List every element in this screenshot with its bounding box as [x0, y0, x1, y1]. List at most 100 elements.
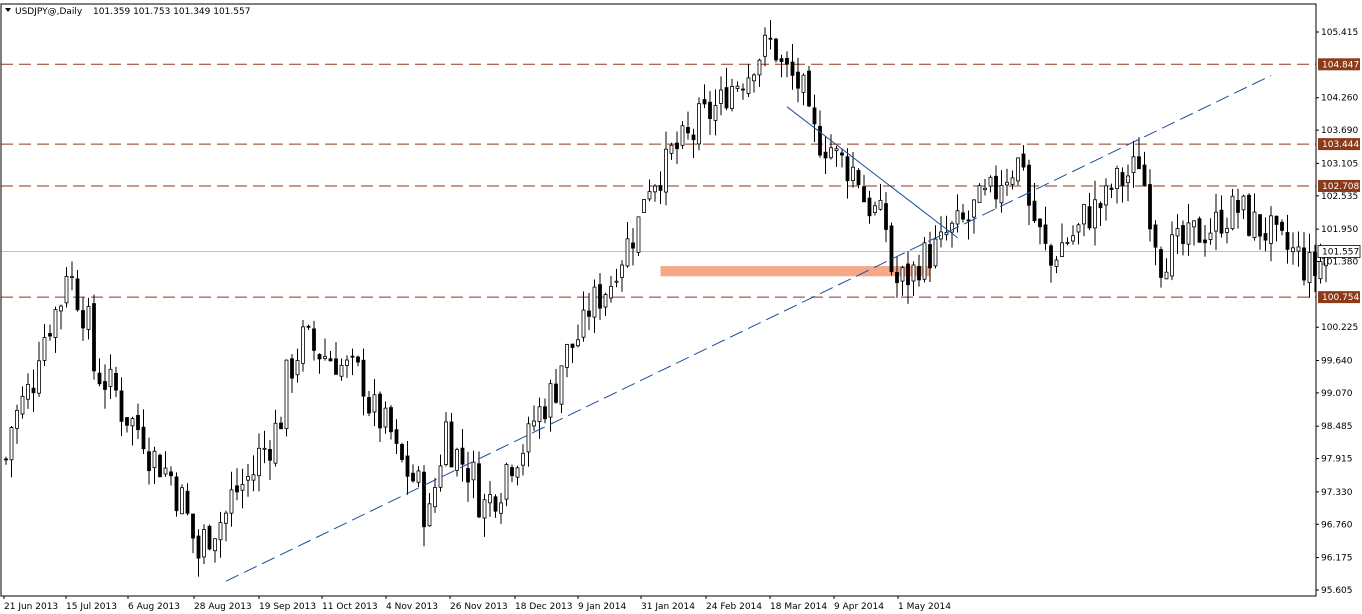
y-tick-label-5: 101.950 [1321, 225, 1358, 235]
current-price-badge [1317, 245, 1361, 258]
candle-body [1192, 220, 1196, 228]
candle [922, 237, 927, 283]
candle [301, 320, 305, 372]
candle-body [185, 490, 190, 514]
candle-body [768, 37, 773, 40]
candle-body [334, 358, 338, 375]
candle-body [224, 512, 228, 524]
candle [961, 203, 965, 223]
candle-body [570, 343, 575, 348]
candle-body [1049, 245, 1053, 266]
triangle-down-icon[interactable] [5, 8, 11, 12]
candle [917, 254, 921, 287]
candle-body [1170, 234, 1174, 277]
candle [1115, 165, 1119, 204]
candle [862, 174, 866, 203]
x-tick-label-12: 18 Mar 2014 [770, 602, 827, 612]
candle-body [1098, 203, 1103, 209]
candle [1032, 182, 1037, 223]
price-axis[interactable]: 105.415 104.260 103.690 103.105 102.535 101.9… [1316, 28, 1358, 596]
candle [449, 412, 454, 468]
candle-body [1252, 211, 1257, 239]
candle-body [955, 210, 960, 225]
candle-body [878, 199, 883, 210]
candle [416, 466, 421, 488]
candle-body [1087, 206, 1092, 229]
candle-body [1153, 224, 1158, 248]
y-tick-label-6: 101.380 [1321, 258, 1358, 268]
candle-body [367, 397, 371, 414]
candle [1192, 220, 1196, 246]
y-tick-label-14: 96.175 [1321, 554, 1353, 564]
candle [26, 373, 30, 409]
candle [1269, 206, 1273, 262]
candle [202, 524, 206, 565]
candle [614, 268, 619, 288]
candle [796, 57, 800, 103]
candle-body [273, 422, 278, 464]
trendlines[interactable] [225, 75, 1272, 582]
candle-body [873, 205, 877, 213]
candle-body [818, 125, 822, 156]
trendline-falling-resistance[interactable] [786, 106, 958, 239]
candle-body [218, 522, 223, 541]
candle [988, 175, 993, 193]
candle-body [922, 242, 927, 280]
candle [323, 338, 327, 361]
x-tick-label-6: 4 Nov 2013 [386, 602, 438, 612]
candle [625, 222, 630, 268]
candle-body [603, 294, 608, 308]
candle-body [691, 134, 696, 141]
candle-body [1186, 222, 1191, 245]
candle [532, 405, 536, 431]
candle [136, 403, 140, 439]
candle [1236, 188, 1240, 229]
candle [812, 94, 817, 143]
candle [834, 146, 839, 167]
candle [235, 468, 239, 501]
candle [768, 20, 773, 50]
candle-body [482, 499, 487, 519]
candle [339, 358, 344, 381]
candle [81, 297, 85, 341]
candle-body [466, 468, 470, 483]
candle-body [9, 427, 14, 461]
candle-body [191, 513, 195, 539]
candle-body [719, 89, 723, 104]
y-tick-label-9: 99.070 [1321, 389, 1353, 399]
candle-body [1060, 242, 1064, 257]
candle-body [1203, 239, 1207, 244]
candle [141, 409, 146, 455]
time-axis[interactable]: 21 Jun 2013 15 Jul 2013 6 Aug 2013 28 Aug 2… [3, 596, 951, 612]
candle-body [235, 485, 239, 493]
candle-body [213, 538, 217, 552]
candle-body [174, 476, 179, 512]
candle-body [647, 191, 652, 200]
candle [1142, 151, 1147, 187]
candle-body [1142, 164, 1147, 186]
candle-body [972, 199, 976, 218]
candle [911, 261, 916, 297]
candle-body [306, 325, 311, 328]
trendline-rising-support[interactable] [225, 75, 1272, 582]
candle-body [686, 127, 690, 134]
support-zone[interactable] [660, 266, 931, 277]
chart-ohlc: 101.359 101.753 101.349 101.557 [93, 7, 250, 17]
candle [361, 348, 366, 416]
chart-symbol: USDJPY@,Daily [15, 7, 83, 17]
candle [565, 343, 569, 378]
candle [730, 78, 734, 112]
candle-body [119, 390, 124, 422]
y-tick-label-12: 97.330 [1321, 488, 1353, 498]
candle-body [48, 332, 52, 337]
candle-body [422, 471, 426, 528]
candle [598, 273, 602, 320]
candle [224, 510, 228, 542]
candle [664, 131, 668, 206]
candle-body [449, 421, 454, 468]
candle [576, 324, 580, 348]
candle-body [141, 426, 146, 450]
candle-body [1230, 195, 1235, 230]
candle [477, 451, 481, 519]
